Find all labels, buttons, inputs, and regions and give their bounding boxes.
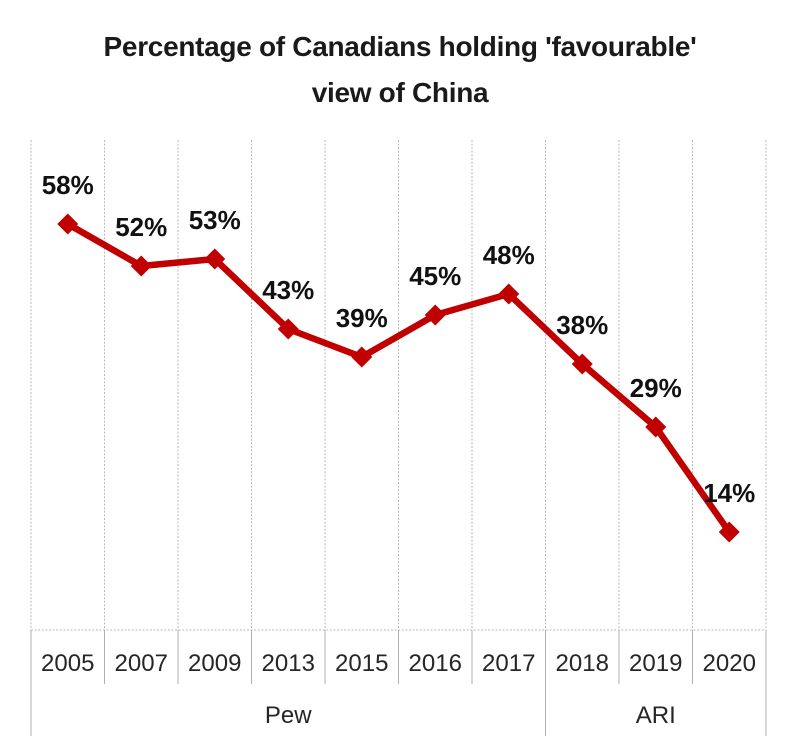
- x-tick-label: 2019: [629, 650, 682, 677]
- data-label: 52%: [115, 212, 167, 242]
- data-point-marker: [571, 353, 593, 375]
- x-tick-label: 2016: [409, 650, 462, 677]
- chart-title-line1: Percentage of Canadians holding 'favoura…: [103, 31, 697, 62]
- data-label: 14%: [703, 478, 755, 508]
- x-tick-label: 2009: [188, 650, 241, 677]
- x-tick-label: 2020: [703, 650, 756, 677]
- data-point-marker: [130, 255, 152, 277]
- x-tick-label: 2017: [482, 650, 535, 677]
- data-label: 39%: [336, 303, 388, 333]
- data-point-marker: [277, 318, 299, 340]
- data-label: 58%: [42, 170, 94, 200]
- x-tick-label: 2018: [556, 650, 609, 677]
- data-point-marker: [57, 213, 79, 235]
- group-label: Pew: [265, 702, 312, 729]
- series-line: [64, 220, 733, 536]
- group-label: ARI: [636, 702, 676, 729]
- chart-title: Percentage of Canadians holding 'favoura…: [0, 24, 800, 116]
- data-label: 29%: [630, 373, 682, 403]
- x-tick-label: 2013: [262, 650, 315, 677]
- chart-title-line2: view of China: [311, 77, 489, 108]
- data-point-marker: [498, 283, 520, 305]
- x-tick-label: 2015: [335, 650, 388, 677]
- data-label: 43%: [262, 275, 314, 305]
- data-label: 48%: [483, 240, 535, 270]
- data-point-marker: [424, 304, 446, 326]
- x-tick-label: 2005: [41, 650, 94, 677]
- data-label: 38%: [556, 310, 608, 340]
- data-point-marker: [645, 416, 667, 438]
- data-label: 45%: [409, 261, 461, 291]
- data-point-marker: [718, 521, 740, 543]
- data-point-marker: [351, 346, 373, 368]
- data-label: 53%: [189, 205, 241, 235]
- data-point-marker: [204, 248, 226, 270]
- x-tick-label: 2007: [115, 650, 168, 677]
